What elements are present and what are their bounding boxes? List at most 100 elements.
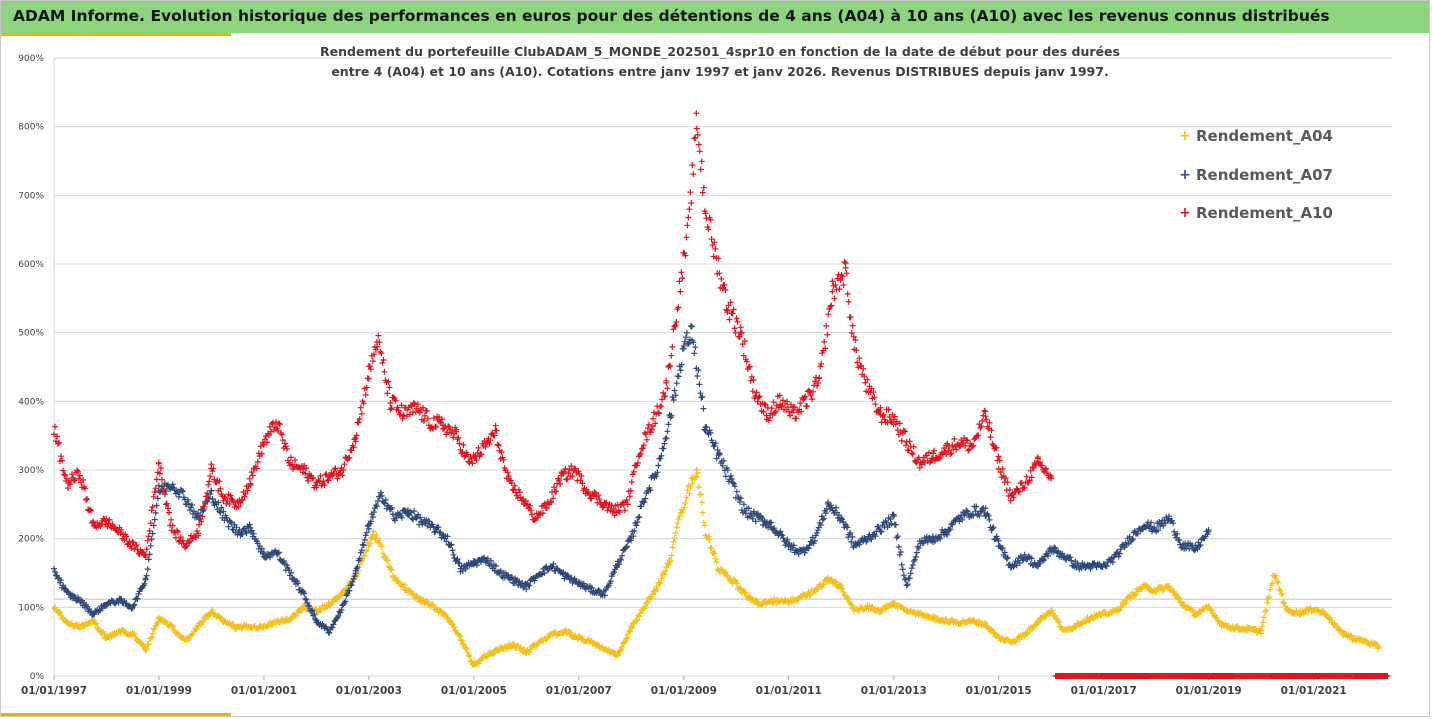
data-point bbox=[715, 255, 722, 262]
data-point bbox=[585, 488, 592, 495]
data-point bbox=[928, 455, 935, 462]
data-point bbox=[305, 477, 312, 484]
data-point bbox=[389, 573, 396, 580]
data-point bbox=[789, 409, 795, 416]
data-point bbox=[909, 562, 916, 569]
legend-item-a07: + Rendement_A07 bbox=[1179, 166, 1333, 184]
data-point bbox=[944, 440, 951, 447]
data-point bbox=[99, 605, 106, 612]
data-point bbox=[1259, 623, 1266, 630]
data-point bbox=[655, 462, 662, 469]
data-point bbox=[288, 454, 294, 461]
data-point bbox=[601, 592, 608, 599]
data-point bbox=[541, 500, 548, 507]
data-point bbox=[525, 582, 532, 589]
data-point bbox=[711, 442, 718, 449]
data-point bbox=[825, 499, 831, 506]
data-point bbox=[185, 636, 192, 642]
data-point bbox=[385, 378, 392, 385]
data-point bbox=[216, 478, 223, 485]
data-point bbox=[1043, 465, 1049, 472]
data-point bbox=[126, 538, 133, 545]
data-point bbox=[861, 373, 868, 380]
data-point bbox=[419, 404, 426, 411]
x-tick-label: 01/01/1999 bbox=[126, 685, 192, 697]
data-point bbox=[654, 469, 661, 476]
data-point bbox=[690, 339, 697, 346]
data-point bbox=[1126, 533, 1133, 540]
data-point bbox=[378, 543, 385, 550]
data-point bbox=[698, 499, 705, 506]
data-point bbox=[634, 617, 641, 624]
data-point bbox=[739, 341, 746, 348]
data-point bbox=[338, 606, 345, 613]
data-point bbox=[619, 552, 626, 559]
data-point bbox=[780, 397, 786, 404]
data-point bbox=[628, 479, 635, 485]
data-point bbox=[670, 326, 677, 333]
data-point bbox=[142, 552, 149, 559]
data-point bbox=[168, 623, 175, 630]
x-tick-label: 01/01/2005 bbox=[441, 685, 507, 697]
data-point bbox=[707, 216, 714, 223]
data-point bbox=[671, 323, 678, 330]
data-point bbox=[475, 660, 482, 667]
data-point bbox=[776, 392, 783, 399]
legend-item-a10: + Rendement_A10 bbox=[1179, 204, 1333, 222]
data-point bbox=[664, 385, 671, 392]
data-point bbox=[315, 477, 322, 484]
data-point bbox=[912, 553, 919, 560]
y-tick-label: 700% bbox=[18, 191, 44, 201]
data-point bbox=[453, 426, 460, 433]
data-point bbox=[1260, 619, 1267, 626]
data-point bbox=[1061, 552, 1068, 559]
data-point bbox=[669, 544, 676, 551]
data-point bbox=[737, 495, 744, 502]
data-point bbox=[229, 620, 236, 627]
data-point bbox=[1266, 594, 1273, 601]
data-point bbox=[365, 543, 372, 549]
data-point bbox=[1264, 599, 1271, 606]
data-point bbox=[652, 420, 659, 427]
data-point bbox=[306, 602, 313, 609]
data-point bbox=[207, 473, 214, 480]
data-point bbox=[814, 382, 821, 389]
data-point bbox=[943, 531, 950, 537]
data-point bbox=[154, 495, 161, 502]
data-point bbox=[633, 522, 640, 529]
data-point bbox=[898, 437, 905, 444]
data-point bbox=[267, 554, 273, 561]
data-point bbox=[1122, 600, 1129, 607]
data-point bbox=[770, 399, 777, 406]
data-point bbox=[687, 483, 694, 490]
data-point bbox=[768, 519, 775, 526]
data-point bbox=[1277, 587, 1284, 594]
data-point bbox=[681, 504, 688, 511]
data-point bbox=[495, 442, 502, 449]
data-point bbox=[360, 400, 367, 407]
data-point bbox=[1021, 484, 1028, 491]
data-point bbox=[123, 533, 130, 540]
data-point bbox=[579, 480, 586, 487]
data-point bbox=[936, 455, 943, 462]
data-point bbox=[1109, 559, 1116, 566]
data-point bbox=[982, 619, 989, 626]
data-point bbox=[1007, 497, 1014, 504]
data-point bbox=[686, 490, 693, 497]
data-point bbox=[161, 491, 168, 498]
data-point bbox=[161, 617, 168, 624]
data-point bbox=[841, 258, 848, 265]
data-point bbox=[67, 481, 73, 488]
data-point bbox=[143, 572, 150, 579]
data-point bbox=[661, 571, 668, 578]
data-point bbox=[660, 445, 667, 452]
data-point bbox=[696, 381, 703, 388]
data-point bbox=[539, 510, 546, 517]
data-point bbox=[1281, 600, 1288, 607]
data-point bbox=[733, 315, 740, 322]
data-point bbox=[83, 496, 89, 503]
x-tick-label: 01/01/2007 bbox=[546, 685, 612, 697]
data-point bbox=[246, 521, 253, 528]
data-point bbox=[616, 561, 622, 568]
data-point bbox=[655, 409, 662, 416]
